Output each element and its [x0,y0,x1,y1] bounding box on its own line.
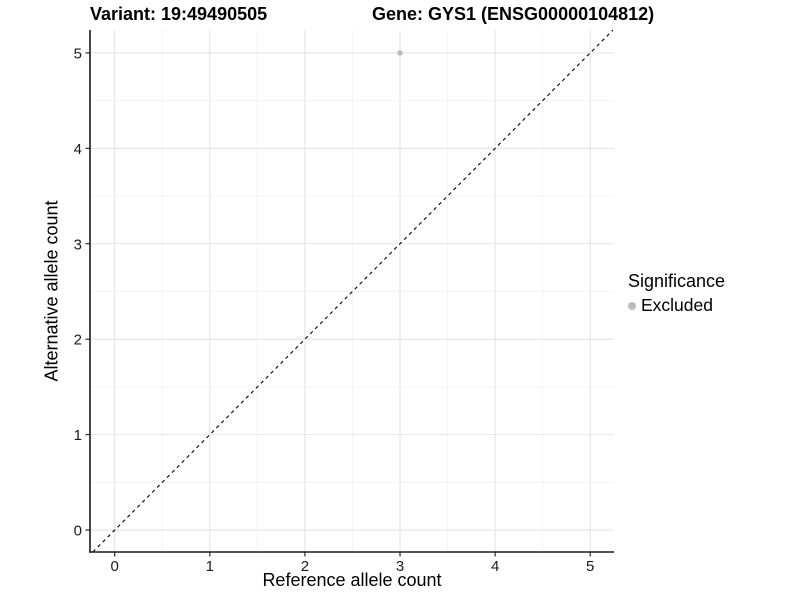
legend-item-label: Excluded [641,295,713,315]
gene-title: Gene: GYS1 (ENSG00000104812) [372,4,655,24]
svg-text:1: 1 [206,558,214,575]
svg-text:0: 0 [111,558,119,575]
legend: Significance Excluded [628,271,725,316]
legend-title: Significance [628,271,726,291]
svg-text:5: 5 [74,45,82,62]
svg-text:5: 5 [586,558,594,575]
svg-text:3: 3 [396,558,404,575]
svg-text:3: 3 [74,236,82,253]
x-axis-title: Reference allele count [262,570,442,590]
variant-title: Variant: 19:49490505 [90,4,268,24]
svg-text:2: 2 [74,332,82,349]
svg-text:1: 1 [74,427,82,444]
svg-text:4: 4 [74,141,82,158]
svg-text:0: 0 [74,523,82,540]
legend-item-excluded: Excluded [628,295,725,316]
legend-point-icon [628,301,636,310]
svg-text:2: 2 [301,558,309,575]
svg-text:4: 4 [491,558,499,575]
